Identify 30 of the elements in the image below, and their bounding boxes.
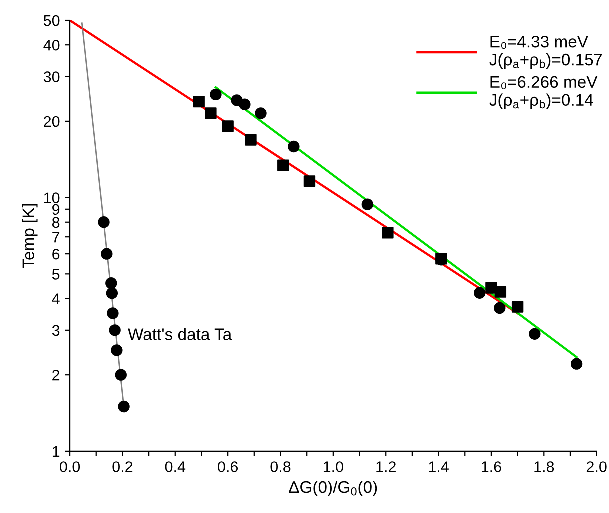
y-tick-label: 4 <box>52 294 60 304</box>
x-tick-label: 0.0 <box>60 462 80 472</box>
x-tick-label: 1.4 <box>429 462 449 472</box>
x-tick-label: 0.4 <box>165 462 186 472</box>
annotation: Watt's data Ta <box>128 328 232 340</box>
y-tick-label: 6 <box>52 248 60 260</box>
x-tick-label: 1.6 <box>482 462 502 472</box>
x-tick-label: 0.6 <box>218 462 238 472</box>
x-axis-title: ΔG(0)/G$_{0}$(0) <box>289 480 378 496</box>
x-tick-label: 1.8 <box>534 462 554 472</box>
legend-label: E₀=6.266 meV J(ρ$_{a}$+ρ$_{b}$)=0.14 <box>490 76 598 110</box>
y-tick-label: 5 <box>52 269 60 280</box>
y-tick-label: 3 <box>52 325 60 336</box>
x-tick-label: 1.2 <box>376 462 396 472</box>
y-tick-label: 40 <box>44 40 60 51</box>
y-tick-label: 10 <box>44 192 60 204</box>
y-tick-label: 20 <box>44 116 60 128</box>
x-tick-label: 0.2 <box>112 462 133 472</box>
y-tick-label: 30 <box>44 72 60 82</box>
x-tick-label: 1.0 <box>324 462 344 472</box>
y-tick-label: 7 <box>52 232 60 243</box>
y-axis-title: Temp [K] <box>22 204 38 268</box>
y-tick-label: 2 <box>52 370 60 381</box>
x-tick-label: 2.0 <box>586 462 607 472</box>
legend-label: E₀=4.33 meV J(ρ$_{a}$+ρ$_{b}$)=0.157 <box>490 36 602 70</box>
y-tick-label: 9 <box>52 204 60 216</box>
y-tick-label: 8 <box>52 217 60 228</box>
y-tick-label: 50 <box>44 15 60 26</box>
y-tick-label: 1 <box>52 446 60 457</box>
x-tick-label: 0.8 <box>270 462 291 472</box>
